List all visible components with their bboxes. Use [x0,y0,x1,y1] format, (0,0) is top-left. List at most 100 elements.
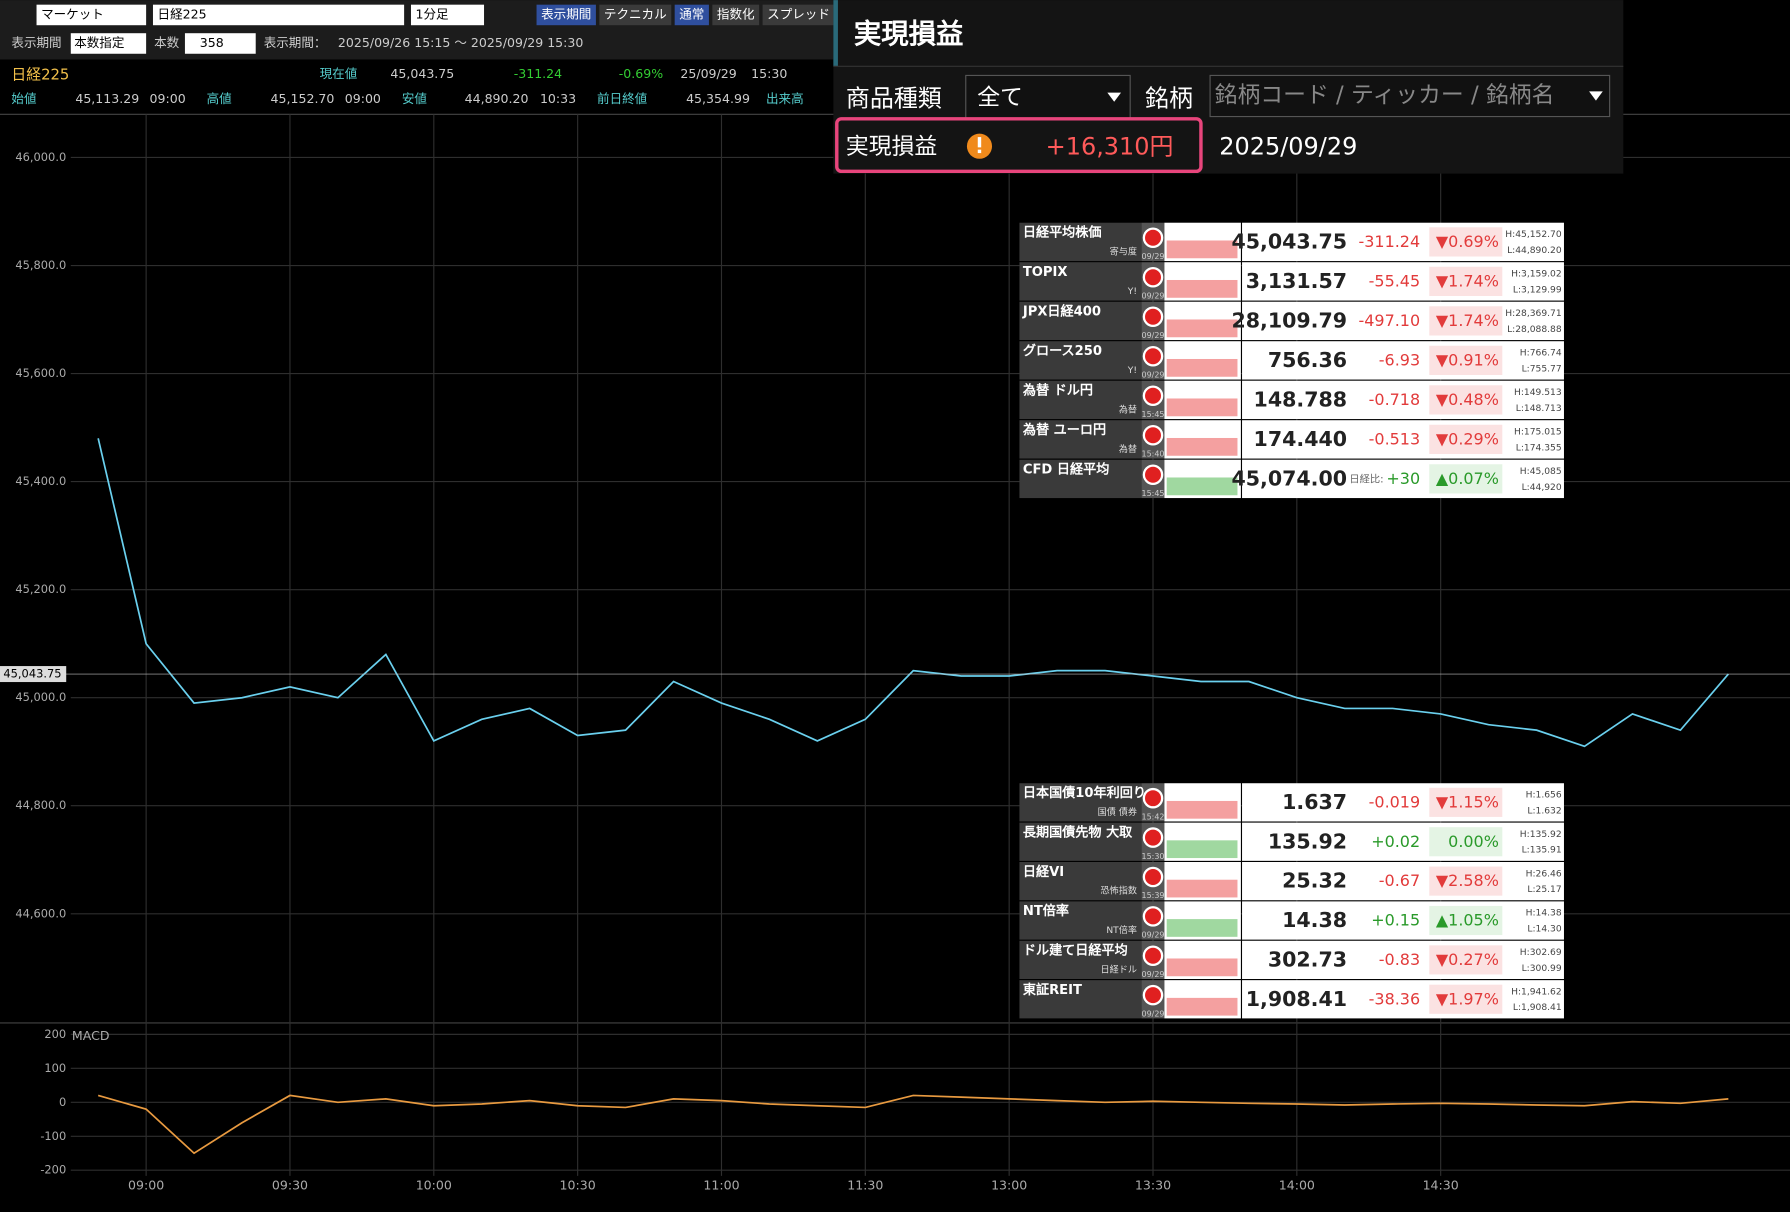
price-line [97,438,1730,748]
button-label: 表示期間 [541,6,591,21]
icon [1142,385,1164,406]
ticker-tag: 恐怖指数 [1101,885,1138,897]
quote-cell [1242,341,1564,380]
placeholder: 銘柄コード / ティッカー / 銘柄名 [1215,82,1555,108]
ticker-time: 09/29 [1141,970,1164,979]
range: 2025/09/26 15:15 ～ 2025/09/29 15:30 [338,35,583,50]
caret [1589,91,1603,101]
interval: 1分足 [416,6,450,21]
ticker-pct: ▲1.05% [1436,911,1499,930]
y-tick-label: 44,800.0 [15,798,66,812]
ticker-high: H:135.92 [1520,830,1562,840]
ticker-pct: 0.00% [1448,832,1499,851]
market-select[interactable] [36,4,147,26]
panel-title: 実現損益 [854,18,964,50]
ticker-time: 15:45 [1141,410,1164,419]
icon [1142,906,1164,927]
ticker-price: 28,109.79 [1231,308,1347,332]
icon [1142,464,1164,485]
symbol-select[interactable] [152,4,405,26]
pct-box [1429,345,1503,375]
ticker-change: -55.45 [1369,271,1420,290]
x-tick-label: 14:00 [1279,1178,1315,1193]
icon-part [977,137,982,148]
quote-cell [1242,940,1564,980]
ticker-change: +0.15 [1371,911,1420,930]
ticker-high: H:302.69 [1520,948,1562,958]
ticker-time: 15:42 [1141,812,1164,821]
toolbar-button[interactable] [536,4,596,26]
count-input[interactable] [184,33,256,54]
button-label: 指数化 [717,6,755,21]
ticker-price: 3,131.57 [1246,269,1347,293]
ticker-change: -0.513 [1369,429,1420,448]
quote-cell [1242,301,1564,341]
sparkline-area [1166,477,1238,496]
symbol-input[interactable] [1209,74,1611,118]
quote-cell [1242,980,1564,1019]
name-cell [1019,861,1142,901]
x-tick-label: 09:30 [272,1178,308,1193]
quote-cell [1242,262,1564,301]
y-tick-label: 46,000.0 [15,150,66,164]
toolbar-button[interactable] [762,4,835,26]
icon [1142,787,1164,809]
quote-cell [1242,901,1564,940]
ticker-price: 14.38 [1282,908,1347,932]
price-tag-label: 45,043.75 [3,667,61,681]
ticker-time: 09/29 [1141,370,1164,379]
ticker-time: 15:39 [1141,891,1164,900]
ticker-time: 09/29 [1141,292,1164,301]
price-line [97,1094,1729,1155]
icon-part [977,149,982,154]
label: 実現損益 [846,134,937,160]
ticker-pct: ▼1.74% [1436,271,1499,290]
icon [1142,227,1164,248]
quote-cell [1242,459,1564,499]
type-value: 全て [977,85,1023,111]
quote-cell [1242,822,1564,861]
icon [1142,345,1164,367]
value: 45,152.70 [271,91,335,106]
y-tick-label: 200 [44,1027,66,1041]
ticker-high: H:45,152.70 [1505,230,1562,240]
ticker-tag: NT倍率 [1106,924,1137,936]
mode-select[interactable] [70,33,147,54]
highlight [835,117,1203,174]
toolbar-button[interactable] [674,4,709,26]
ticker-price: 756.36 [1268,348,1347,372]
ticker-price: 25.32 [1282,869,1347,893]
x-tick-label: 13:30 [1135,1178,1171,1193]
count: 358 [200,35,224,50]
name-cell [1019,901,1142,940]
ticker-change: -0.67 [1379,871,1420,890]
icon [1142,306,1164,327]
quote-cell [1242,380,1564,420]
ticker-tag: 為替 [1119,403,1137,415]
quote-cell [1242,861,1564,901]
ticker-time: 09/29 [1141,331,1164,340]
ticker-tag: 為替 [1119,443,1137,455]
toolbar-button[interactable] [599,4,672,26]
ticker-name: 東証REIT [1023,981,1082,998]
ticker-change: +0.02 [1371,832,1420,851]
type-select[interactable] [965,74,1131,120]
icon [1142,424,1164,446]
button-label: 通常 [679,6,704,21]
ticker-tag: 国債 債券 [1098,806,1137,818]
sparkline-area [1166,840,1238,859]
toolbar-button[interactable] [712,4,760,26]
pl-value: +16,310円 [1046,132,1174,160]
label: 表示期間： [264,35,327,50]
ticker-low: L:135.91 [1522,846,1562,856]
ticker-tag: Y! [1127,287,1137,297]
label: 表示期間 [11,35,61,50]
ticker-price: 45,074.00 [1231,466,1347,490]
name-cell [1019,380,1142,420]
sparkline-area [1166,997,1238,1016]
interval-select[interactable] [410,4,485,26]
ticker-pct: ▼1.97% [1436,989,1499,1008]
ticker-low: L:174.355 [1516,443,1562,453]
ticker-high: H:149.513 [1514,388,1562,398]
ticker-pct: ▼2.58% [1436,871,1499,890]
